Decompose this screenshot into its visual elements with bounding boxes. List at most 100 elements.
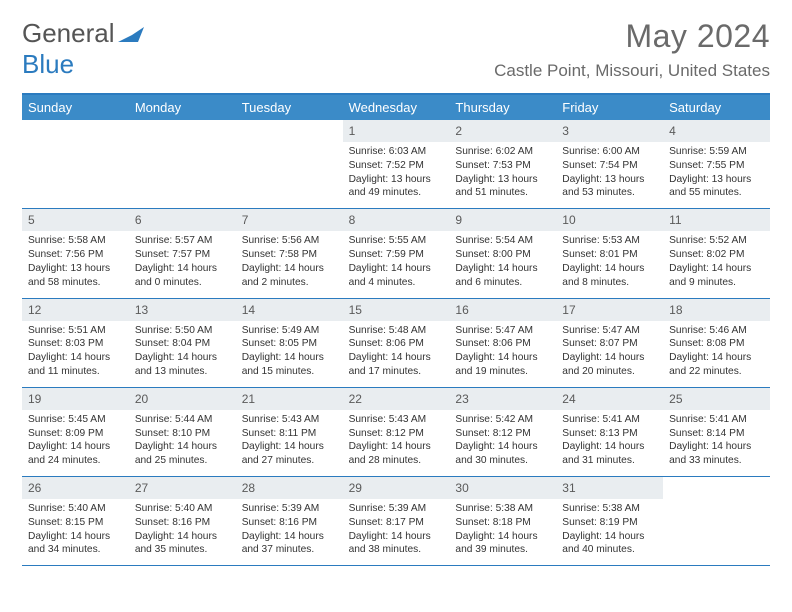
logo-triangle-icon: [118, 24, 144, 42]
daylight-text: Daylight: 14 hours and 6 minutes.: [455, 262, 550, 290]
sunset-text: Sunset: 8:18 PM: [455, 516, 550, 530]
logo-word-1: General: [22, 18, 115, 48]
calendar-cell: 24Sunrise: 5:41 AMSunset: 8:13 PMDayligh…: [556, 388, 663, 476]
calendar-cell: 14Sunrise: 5:49 AMSunset: 8:05 PMDayligh…: [236, 299, 343, 387]
calendar-cell: 18Sunrise: 5:46 AMSunset: 8:08 PMDayligh…: [663, 299, 770, 387]
sunset-text: Sunset: 8:06 PM: [455, 337, 550, 351]
day-number: 15: [343, 299, 450, 321]
daylight-text: Daylight: 14 hours and 34 minutes.: [28, 530, 123, 558]
calendar-body: 1Sunrise: 6:03 AMSunset: 7:52 PMDaylight…: [22, 120, 770, 566]
sunrise-text: Sunrise: 5:47 AM: [455, 324, 550, 338]
calendar-cell: 9Sunrise: 5:54 AMSunset: 8:00 PMDaylight…: [449, 209, 556, 297]
calendar-cell: 30Sunrise: 5:38 AMSunset: 8:18 PMDayligh…: [449, 477, 556, 565]
day-number: 9: [449, 209, 556, 231]
sunrise-text: Sunrise: 5:43 AM: [349, 413, 444, 427]
daylight-text: Daylight: 13 hours and 49 minutes.: [349, 173, 444, 201]
calendar-cell: 6Sunrise: 5:57 AMSunset: 7:57 PMDaylight…: [129, 209, 236, 297]
day-header: Saturday: [663, 95, 770, 120]
day-number: 13: [129, 299, 236, 321]
day-number: 6: [129, 209, 236, 231]
daylight-text: Daylight: 13 hours and 58 minutes.: [28, 262, 123, 290]
sunset-text: Sunset: 8:14 PM: [669, 427, 764, 441]
sunrise-text: Sunrise: 5:46 AM: [669, 324, 764, 338]
sunset-text: Sunset: 8:03 PM: [28, 337, 123, 351]
sunset-text: Sunset: 7:55 PM: [669, 159, 764, 173]
header: General Blue May 2024 Castle Point, Miss…: [22, 18, 770, 81]
daylight-text: Daylight: 14 hours and 17 minutes.: [349, 351, 444, 379]
daylight-text: Daylight: 14 hours and 28 minutes.: [349, 440, 444, 468]
sunrise-text: Sunrise: 5:52 AM: [669, 234, 764, 248]
day-header: Monday: [129, 95, 236, 120]
sunrise-text: Sunrise: 5:50 AM: [135, 324, 230, 338]
daylight-text: Daylight: 14 hours and 13 minutes.: [135, 351, 230, 379]
logo: General Blue: [22, 18, 144, 80]
sunset-text: Sunset: 7:54 PM: [562, 159, 657, 173]
day-header-row: Sunday Monday Tuesday Wednesday Thursday…: [22, 95, 770, 120]
daylight-text: Daylight: 13 hours and 55 minutes.: [669, 173, 764, 201]
day-number: 5: [22, 209, 129, 231]
calendar-cell: 17Sunrise: 5:47 AMSunset: 8:07 PMDayligh…: [556, 299, 663, 387]
location-text: Castle Point, Missouri, United States: [494, 61, 770, 81]
sunrise-text: Sunrise: 5:41 AM: [669, 413, 764, 427]
sunset-text: Sunset: 8:17 PM: [349, 516, 444, 530]
daylight-text: Daylight: 14 hours and 22 minutes.: [669, 351, 764, 379]
sunset-text: Sunset: 8:10 PM: [135, 427, 230, 441]
calendar-cell: 20Sunrise: 5:44 AMSunset: 8:10 PMDayligh…: [129, 388, 236, 476]
calendar-week-row: 19Sunrise: 5:45 AMSunset: 8:09 PMDayligh…: [22, 388, 770, 477]
day-number: 21: [236, 388, 343, 410]
sunset-text: Sunset: 7:58 PM: [242, 248, 337, 262]
daylight-text: Daylight: 14 hours and 9 minutes.: [669, 262, 764, 290]
daylight-text: Daylight: 14 hours and 35 minutes.: [135, 530, 230, 558]
daylight-text: Daylight: 14 hours and 27 minutes.: [242, 440, 337, 468]
sunrise-text: Sunrise: 5:40 AM: [28, 502, 123, 516]
sunset-text: Sunset: 8:02 PM: [669, 248, 764, 262]
daylight-text: Daylight: 14 hours and 0 minutes.: [135, 262, 230, 290]
logo-text: General Blue: [22, 18, 144, 80]
calendar-cell: 31Sunrise: 5:38 AMSunset: 8:19 PMDayligh…: [556, 477, 663, 565]
day-header: Tuesday: [236, 95, 343, 120]
calendar-cell: 19Sunrise: 5:45 AMSunset: 8:09 PMDayligh…: [22, 388, 129, 476]
calendar-cell: 29Sunrise: 5:39 AMSunset: 8:17 PMDayligh…: [343, 477, 450, 565]
daylight-text: Daylight: 14 hours and 24 minutes.: [28, 440, 123, 468]
calendar-cell: 12Sunrise: 5:51 AMSunset: 8:03 PMDayligh…: [22, 299, 129, 387]
sunrise-text: Sunrise: 5:49 AM: [242, 324, 337, 338]
daylight-text: Daylight: 14 hours and 31 minutes.: [562, 440, 657, 468]
daylight-text: Daylight: 14 hours and 4 minutes.: [349, 262, 444, 290]
sunset-text: Sunset: 8:09 PM: [28, 427, 123, 441]
calendar-week-row: 12Sunrise: 5:51 AMSunset: 8:03 PMDayligh…: [22, 299, 770, 388]
day-number: 10: [556, 209, 663, 231]
day-number: 4: [663, 120, 770, 142]
calendar-cell: 5Sunrise: 5:58 AMSunset: 7:56 PMDaylight…: [22, 209, 129, 297]
sunset-text: Sunset: 8:05 PM: [242, 337, 337, 351]
sunset-text: Sunset: 7:53 PM: [455, 159, 550, 173]
calendar-cell: 10Sunrise: 5:53 AMSunset: 8:01 PMDayligh…: [556, 209, 663, 297]
daylight-text: Daylight: 14 hours and 11 minutes.: [28, 351, 123, 379]
daylight-text: Daylight: 13 hours and 53 minutes.: [562, 173, 657, 201]
sunrise-text: Sunrise: 5:47 AM: [562, 324, 657, 338]
sunset-text: Sunset: 8:16 PM: [242, 516, 337, 530]
sunset-text: Sunset: 8:01 PM: [562, 248, 657, 262]
sunrise-text: Sunrise: 5:58 AM: [28, 234, 123, 248]
daylight-text: Daylight: 14 hours and 20 minutes.: [562, 351, 657, 379]
sunset-text: Sunset: 8:12 PM: [455, 427, 550, 441]
sunrise-text: Sunrise: 5:41 AM: [562, 413, 657, 427]
day-number: 17: [556, 299, 663, 321]
calendar-cell: 7Sunrise: 5:56 AMSunset: 7:58 PMDaylight…: [236, 209, 343, 297]
sunset-text: Sunset: 8:12 PM: [349, 427, 444, 441]
calendar-cell: [236, 120, 343, 208]
sunrise-text: Sunrise: 5:38 AM: [562, 502, 657, 516]
sunrise-text: Sunrise: 5:55 AM: [349, 234, 444, 248]
day-number: 16: [449, 299, 556, 321]
sunset-text: Sunset: 8:00 PM: [455, 248, 550, 262]
day-number: 8: [343, 209, 450, 231]
daylight-text: Daylight: 14 hours and 37 minutes.: [242, 530, 337, 558]
daylight-text: Daylight: 14 hours and 30 minutes.: [455, 440, 550, 468]
calendar-cell: 28Sunrise: 5:39 AMSunset: 8:16 PMDayligh…: [236, 477, 343, 565]
calendar-cell: 2Sunrise: 6:02 AMSunset: 7:53 PMDaylight…: [449, 120, 556, 208]
daylight-text: Daylight: 14 hours and 38 minutes.: [349, 530, 444, 558]
daylight-text: Daylight: 14 hours and 40 minutes.: [562, 530, 657, 558]
day-number: 14: [236, 299, 343, 321]
day-number: 1: [343, 120, 450, 142]
calendar-cell: 16Sunrise: 5:47 AMSunset: 8:06 PMDayligh…: [449, 299, 556, 387]
day-number: 2: [449, 120, 556, 142]
